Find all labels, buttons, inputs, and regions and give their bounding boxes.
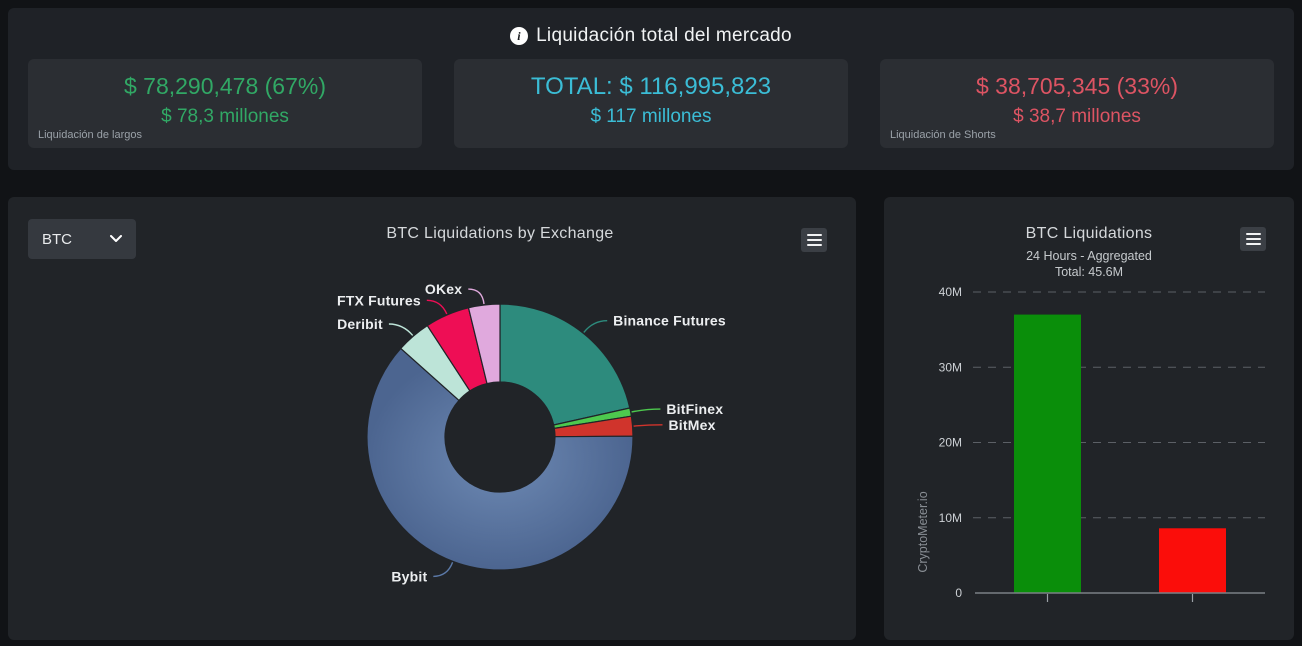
market-summary-panel: i Liquidación total del mercado $ 78,290… — [8, 8, 1294, 170]
bar-chart: 0 10M 20M 30M 40M — [939, 285, 1265, 602]
pie-label-binance-futures: Binance Futures — [613, 313, 726, 329]
leader-line-deribit — [388, 323, 414, 336]
total-liquidation-card: TOTAL: $ 116,995,823 $ 117 millones — [454, 59, 848, 148]
hamburger-menu-icon[interactable] — [801, 228, 827, 252]
pie-label-bitmex: BitMex — [669, 417, 716, 433]
y-tick-label-30M: 30M — [939, 360, 962, 374]
longs-amount-short: $ 78,3 millones — [161, 106, 289, 127]
hamburger-menu-icon[interactable] — [1240, 227, 1266, 251]
total-amount: TOTAL: $ 116,995,823 — [530, 73, 772, 100]
pie-label-deribit: Deribit — [337, 316, 383, 332]
pie-label-ftx-futures: FTX Futures — [337, 292, 421, 308]
y-tick-label-20M: 20M — [939, 436, 962, 450]
shorts-amount: $ 38,705,345 (33%) — [975, 73, 1179, 99]
y-tick-label-40M: 40M — [939, 285, 962, 299]
market-summary-title: i Liquidación total del mercado — [8, 25, 1294, 47]
coin-select-value: BTC — [42, 230, 72, 248]
chevron-down-icon — [110, 235, 122, 242]
summary-cards-row: $ 78,290,478 (67%) $ 78,3 millones Liqui… — [8, 47, 1294, 148]
y-tick-label-10M: 10M — [939, 511, 962, 525]
bar-0[interactable] — [1014, 314, 1081, 593]
leader-line-ftx-futures — [426, 299, 448, 315]
pie-slice-binance-futures[interactable] — [499, 303, 631, 426]
info-icon: i — [510, 27, 529, 45]
longs-amount: $ 78,290,478 (67%) — [123, 73, 327, 99]
pie-label-bybit: Bybit — [391, 568, 427, 584]
total-amount-short: $ 117 millones — [590, 106, 712, 127]
leader-line-okex — [468, 288, 485, 305]
bar-chart-total: Total: 45.6M — [1054, 265, 1124, 279]
bar-1[interactable] — [1159, 528, 1226, 593]
pie-label-okex: OKex — [425, 281, 462, 297]
shorts-liquidation-card: $ 38,705,345 (33%) $ 38,7 millones Liqui… — [880, 59, 1274, 148]
leader-line-bybit — [433, 562, 454, 578]
pie-label-bitfinex: BitFinex — [666, 401, 723, 417]
pie-slice-bybit[interactable] — [366, 347, 634, 571]
longs-liquidation-card: $ 78,290,478 (67%) $ 78,3 millones Liqui… — [28, 59, 422, 148]
y-tick-label-0: 0 — [955, 586, 962, 600]
coin-select[interactable]: BTC — [28, 219, 136, 259]
leader-line-bitfinex — [631, 408, 661, 413]
leader-line-binance-futures — [583, 320, 608, 333]
longs-card-label: Liquidación de largos — [38, 129, 142, 141]
btc-liquidations-panel: BTC Liquidations 24 Hours - Aggregated T… — [884, 197, 1294, 640]
market-summary-title-text: Liquidación total del mercado — [536, 25, 792, 46]
donut-chart-title: BTC Liquidations by Exchange — [386, 225, 614, 242]
shorts-amount-short: $ 38,7 millones — [1013, 106, 1141, 127]
bar-chart-title: BTC Liquidations — [1025, 225, 1153, 242]
pie-slice-okex[interactable] — [467, 303, 501, 385]
bar-chart-subtitle: 24 Hours - Aggregated — [1026, 249, 1152, 263]
leader-line-bitmex — [633, 424, 663, 427]
shorts-card-label: Liquidación de Shorts — [890, 129, 996, 141]
exchange-liquidations-panel: BTC BTC Liquidations by Exchange Binance… — [8, 197, 856, 640]
